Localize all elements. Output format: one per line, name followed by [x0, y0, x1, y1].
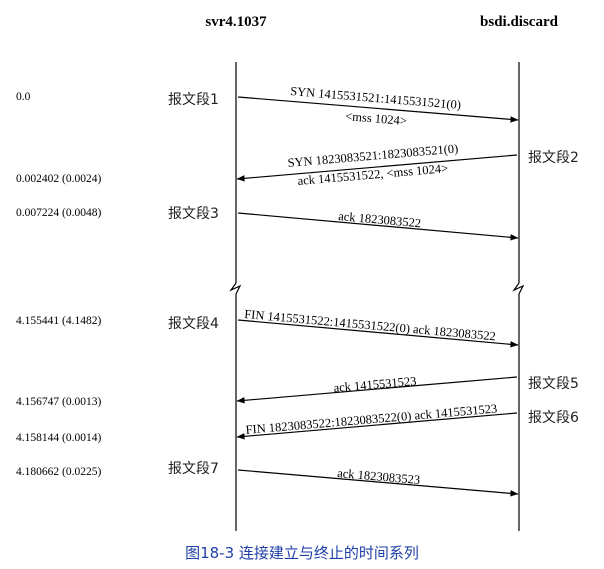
time-label: 4.180662 (0.0225): [16, 466, 101, 478]
time-label: 0.002402 (0.0024): [16, 173, 101, 185]
segment-text: ack 1823083523: [337, 466, 421, 487]
segment-arrow: [237, 212, 519, 241]
segment-label: 报文段6: [528, 410, 579, 426]
segment-arrow: [237, 319, 519, 348]
segment-text: <mss 1024>: [345, 109, 408, 128]
segment-label: 报文段2: [528, 150, 579, 166]
left-host-title: svr4.1037: [205, 14, 267, 30]
right-timeline-break: [512, 282, 525, 295]
time-label: 4.158144 (0.0014): [16, 432, 101, 444]
segment-text: ack 1823083522: [338, 209, 422, 230]
time-label: 0.007224 (0.0048): [16, 207, 101, 219]
time-label: 0.0: [16, 91, 31, 103]
time-label: 4.156747 (0.0013): [16, 396, 101, 408]
segment-arrow: [237, 469, 519, 497]
segment-label: 报文段3: [168, 206, 219, 222]
segment-text: FIN 1823083522:1823083522(0) ack 1415531…: [245, 401, 498, 437]
figure-caption: 图18-3 连接建立与终止的时间系列: [185, 544, 419, 562]
segment-label: 报文段7: [168, 461, 219, 477]
segment-text: FIN 1415531522:1415531522(0) ack 1823083…: [244, 307, 497, 343]
segment-arrow: [236, 154, 518, 182]
segment-label: 报文段4: [168, 316, 219, 332]
segment-arrow: [236, 376, 518, 404]
segment-label: 报文段1: [168, 92, 219, 108]
segment-label: 报文段5: [528, 376, 579, 392]
segment-text: ack 1415531523: [333, 374, 417, 395]
right-host-title: bsdi.discard: [480, 14, 559, 30]
time-label: 4.155441 (4.1482): [16, 315, 101, 327]
segment-arrow: [236, 412, 518, 440]
segment-arrow: [237, 96, 519, 123]
left-timeline-break: [229, 282, 242, 295]
